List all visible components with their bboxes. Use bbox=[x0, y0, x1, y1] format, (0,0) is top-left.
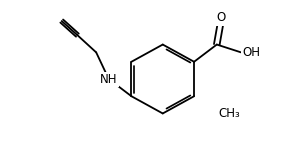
Text: O: O bbox=[217, 11, 226, 24]
Text: CH₃: CH₃ bbox=[219, 107, 240, 120]
Text: OH: OH bbox=[243, 46, 261, 59]
Text: NH: NH bbox=[100, 73, 117, 86]
